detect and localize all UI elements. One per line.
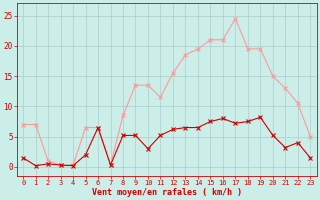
X-axis label: Vent moyen/en rafales ( km/h ): Vent moyen/en rafales ( km/h ) <box>92 188 242 197</box>
